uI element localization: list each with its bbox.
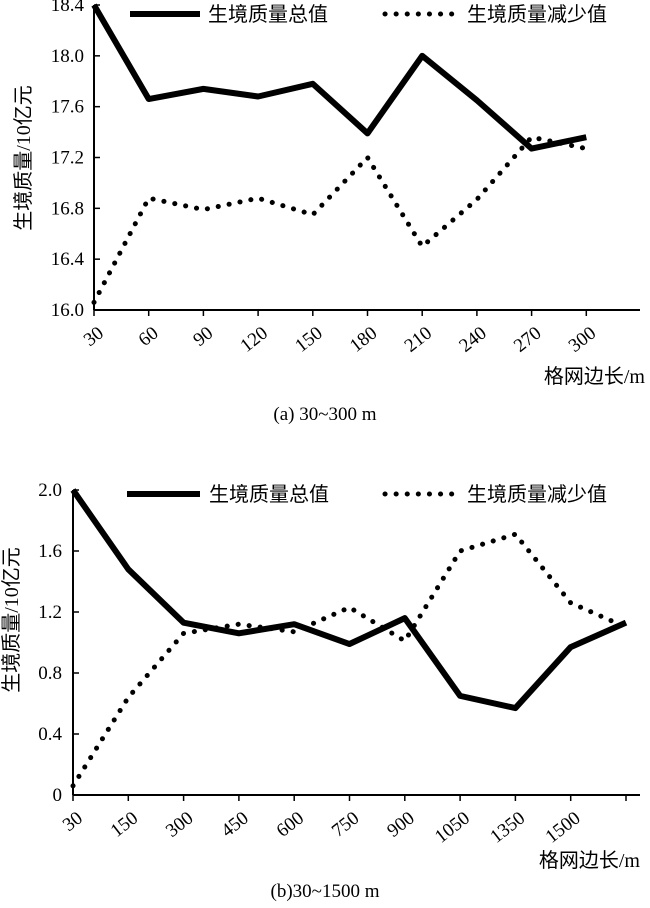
x-tick-label: 120	[237, 323, 272, 357]
series-line-total	[70, 488, 628, 712]
y-tick-label: 1.6	[38, 541, 62, 562]
x-tick-label: 30	[59, 808, 87, 836]
x-tick-label: 1500	[542, 808, 585, 848]
chart-b: 0 0.4 0.8 1.2 1.6 2.0 30 150 300 450 600 750 900 1050…	[0, 480, 640, 902]
chart-caption: (a) 30~300 m	[273, 404, 376, 425]
x-tick-label: 90	[189, 323, 217, 351]
legend-label-total: 生境质量总值	[209, 483, 329, 506]
series-line-decrease	[91, 134, 589, 305]
x-tick-label: 150	[291, 323, 326, 357]
y-tick-label: 17.2	[51, 148, 84, 169]
x-tick-label: 30	[80, 323, 108, 351]
x-tick-label: 240	[455, 323, 490, 357]
y-axis-label: 生境质量/10亿元	[12, 85, 35, 231]
y-tick-label: 17.6	[51, 97, 84, 118]
x-axis-label: 格网边长/m	[539, 849, 641, 872]
legend-label-decrease: 生境质量减少值	[467, 483, 607, 506]
y-tick-label: 0.8	[38, 663, 62, 684]
y-tick-label: 16.4	[51, 249, 85, 270]
x-tick-label: 300	[162, 808, 197, 842]
y-axis-label: 生境质量/10亿元	[0, 547, 23, 693]
y-tick-label: 1.2	[38, 602, 62, 623]
x-tick-label: 900	[383, 808, 418, 842]
y-tick-label: 16.8	[51, 198, 84, 219]
y-tick-label: 0.4	[38, 724, 62, 745]
y-tick-label: 16.0	[51, 300, 84, 321]
x-tick-label: 450	[217, 808, 252, 842]
y-tick-label: 0	[53, 785, 63, 806]
y-tick-label: 2.0	[38, 480, 62, 501]
x-tick-label: 1050	[431, 808, 474, 848]
y-tick-label: 18.0	[51, 46, 84, 67]
x-tick-label: 600	[273, 808, 308, 842]
x-tick-label: 210	[401, 323, 436, 357]
x-tick-label: 750	[328, 808, 363, 842]
x-axis-label: 格网边长/m	[544, 365, 646, 388]
x-tick-label: 180	[346, 323, 381, 357]
x-tick-label: 60	[135, 323, 163, 351]
series-line-decrease	[70, 531, 629, 789]
chart-caption: (b)30~1500 m	[271, 881, 380, 902]
legend-label-total: 生境质量总值	[208, 3, 328, 26]
x-tick-label: 150	[107, 808, 142, 842]
y-tick-label: 18.4	[51, 0, 85, 16]
legend-label-decrease: 生境质量减少值	[467, 3, 607, 26]
chart-a: 16.0 16.4 16.8 17.2 17.6 18.0 18.4 30 60 90 120 150…	[12, 0, 645, 425]
x-tick-label: 300	[565, 323, 600, 357]
x-tick-label: 1350	[486, 808, 529, 848]
x-tick-label: 270	[510, 323, 545, 357]
series-line-total	[91, 3, 587, 152]
